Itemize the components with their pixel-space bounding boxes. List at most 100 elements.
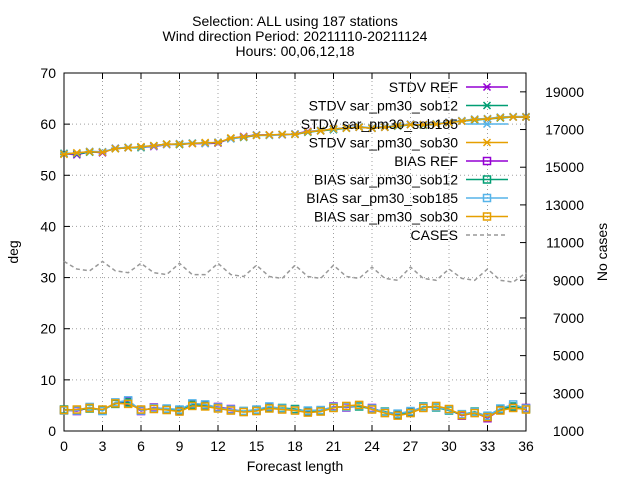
x-axis: 0 3 6 9 12 15 18 21 24 27 30 33 36 xyxy=(60,73,534,454)
y2-tick-label: 7000 xyxy=(553,310,584,326)
chart-title: Selection: ALL using 187 stations Wind d… xyxy=(163,13,428,59)
legend-entry-bias-sar-pm30-sob12: BIAS sar_pm30_sob12 xyxy=(314,172,508,188)
y-axis: 0 10 20 30 40 50 60 70 xyxy=(40,65,70,439)
data-point xyxy=(72,405,82,414)
data-point xyxy=(123,399,133,409)
data-point xyxy=(380,408,390,418)
y2-tick-label: 9000 xyxy=(553,272,584,288)
y2-tick-label: 5000 xyxy=(553,348,584,364)
data-point xyxy=(226,406,236,415)
legend-marker xyxy=(482,138,492,147)
data-point xyxy=(59,150,69,159)
y2-axis: 1000 3000 5000 7000 9000 11000 13000 15000 17000… xyxy=(520,84,584,439)
legend-entry-bias-sar-pm30-sob30: BIAS sar_pm30_sob30 xyxy=(314,209,508,225)
data-point xyxy=(278,130,287,139)
data-point xyxy=(136,142,146,151)
data-point xyxy=(226,133,235,142)
series-stdv-sar-pm30-sob30 xyxy=(59,112,531,159)
data-point xyxy=(342,124,351,133)
data-point xyxy=(432,120,441,129)
x-tick-label: 15 xyxy=(249,438,265,454)
data-point xyxy=(355,123,364,132)
data-point xyxy=(367,405,377,414)
legend-marker xyxy=(482,156,492,166)
y2-tick-label: 19000 xyxy=(545,84,584,100)
data-point xyxy=(303,408,313,417)
data-point xyxy=(188,139,197,148)
data-point xyxy=(111,399,120,408)
x-tick-label: 21 xyxy=(326,438,342,454)
data-point xyxy=(431,401,441,411)
data-point xyxy=(470,115,479,124)
legend-entry-stdv-ref: STDV REF xyxy=(389,79,508,95)
data-point xyxy=(213,404,223,413)
y2-tick-label: 15000 xyxy=(545,159,584,175)
data-point xyxy=(457,117,466,126)
legend-marker xyxy=(482,119,492,129)
grid xyxy=(64,73,526,431)
data-point xyxy=(239,132,248,141)
y-tick-label: 50 xyxy=(40,167,56,183)
legend-label: BIAS sar_pm30_sob12 xyxy=(314,172,458,188)
x-tick-label: 3 xyxy=(99,438,107,454)
legend-label: BIAS sar_pm30_sob30 xyxy=(314,209,458,225)
data-point xyxy=(85,147,94,156)
data-point xyxy=(444,404,454,414)
data-point xyxy=(111,144,120,153)
series-bias-sar-pm30-sob30 xyxy=(59,399,531,422)
legend-label: CASES xyxy=(411,227,458,243)
legend-marker xyxy=(482,175,492,184)
data-point xyxy=(457,410,467,420)
title-line-1: Selection: ALL using 187 stations xyxy=(192,13,398,29)
data-point xyxy=(149,141,158,150)
legend-label: STDV REF xyxy=(389,79,458,95)
data-point xyxy=(162,405,171,415)
data-point xyxy=(213,138,223,147)
data-point xyxy=(162,140,171,149)
data-point xyxy=(393,121,402,130)
legend-marker xyxy=(482,101,492,110)
legend-entry-stdv-sar-pm30-sob30: STDV sar_pm30_sob30 xyxy=(309,135,508,151)
data-point xyxy=(419,403,428,413)
y2-tick-label: 17000 xyxy=(545,122,584,138)
legend-label: STDV sar_pm30_sob185 xyxy=(301,116,458,132)
data-point xyxy=(354,400,364,410)
data-point xyxy=(406,120,415,129)
data-point xyxy=(290,130,300,139)
x-tick-label: 36 xyxy=(518,438,534,454)
legend-entry-cases: CASES xyxy=(411,227,508,243)
data-point xyxy=(483,412,492,422)
legend-marker xyxy=(482,212,492,221)
data-point xyxy=(265,130,274,139)
y-axis-label: deg xyxy=(5,240,21,263)
data-point xyxy=(265,404,274,413)
data-point xyxy=(342,401,351,411)
title-line-3: Hours: 00,06,12,18 xyxy=(235,43,354,59)
y2-axis-label: No cases xyxy=(594,223,610,281)
data-point xyxy=(188,401,197,411)
series-cases xyxy=(63,260,527,283)
data-point xyxy=(201,138,210,147)
x-tick-label: 6 xyxy=(137,438,145,454)
data-point xyxy=(316,407,325,416)
data-point xyxy=(290,406,300,415)
x-tick-label: 24 xyxy=(364,438,380,454)
legend-entry-bias-sar-pm30-sob185: BIAS sar_pm30_sob185 xyxy=(306,190,508,206)
data-point xyxy=(136,405,146,414)
x-tick-label: 0 xyxy=(60,438,68,454)
legend-entry-stdv-sar-pm30-sob12: STDV sar_pm30_sob12 xyxy=(309,98,508,114)
data-point xyxy=(252,131,261,140)
y-tick-label: 20 xyxy=(40,321,56,337)
x-tick-label: 9 xyxy=(176,438,184,454)
legend-label: STDV sar_pm30_sob30 xyxy=(309,135,459,151)
legend-label: STDV sar_pm30_sob12 xyxy=(309,98,459,114)
data-point xyxy=(380,123,389,132)
data-point xyxy=(200,402,210,411)
data-point xyxy=(72,148,81,157)
series xyxy=(59,112,531,423)
legend-marker xyxy=(482,82,492,92)
data-point xyxy=(521,112,531,122)
data-point xyxy=(59,405,69,415)
data-point xyxy=(175,140,184,149)
data-point xyxy=(316,126,325,135)
